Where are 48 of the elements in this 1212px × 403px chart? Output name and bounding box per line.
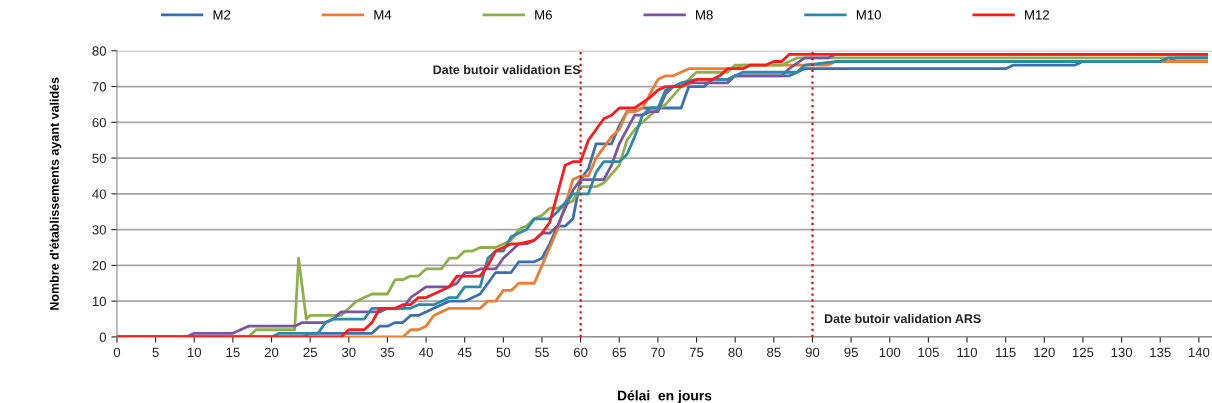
x-tick-label: 0 — [113, 347, 121, 358]
x-tick-label: 90 — [805, 347, 820, 358]
ref-line-label: Date butoir validation ARS — [824, 313, 981, 324]
y-tick-label: 30 — [92, 225, 107, 235]
x-tick-label: 130 — [1111, 347, 1133, 358]
legend-label: M10 — [856, 10, 881, 20]
x-tick-label: 40 — [419, 347, 433, 358]
y-tick-label: 70 — [92, 82, 107, 92]
x-tick-label: 60 — [573, 347, 588, 358]
x-tick-label: 50 — [496, 347, 511, 358]
x-tick-label: 10 — [187, 347, 202, 358]
x-tick-label: 105 — [918, 347, 939, 358]
x-tick-label: 80 — [728, 347, 743, 358]
y-tick-label: 40 — [92, 189, 107, 199]
x-tick-label: 110 — [957, 347, 978, 358]
x-tick-label: 35 — [380, 347, 395, 358]
x-tick-label: 120 — [1034, 347, 1055, 358]
x-tick-label: 5 — [152, 347, 159, 358]
x-tick-label: 95 — [844, 347, 858, 358]
x-tick-label: 75 — [689, 347, 704, 358]
x-tick-label: 135 — [1150, 347, 1171, 358]
y-tick-label: 60 — [92, 117, 107, 128]
y-axis-title: Nombre d'établissements ayant validés — [49, 77, 62, 310]
x-tick-label: 125 — [1072, 347, 1094, 358]
y-tick-label: 0 — [99, 332, 107, 342]
legend-label: M6 — [535, 10, 552, 20]
y-tick-label: 10 — [92, 296, 107, 307]
x-tick-label: 100 — [879, 347, 901, 358]
x-tick-label: 70 — [651, 347, 665, 358]
x-tick-label: 55 — [535, 347, 549, 358]
x-tick-label: 30 — [341, 347, 356, 358]
y-tick-label: 80 — [92, 46, 107, 56]
x-tick-label: 15 — [226, 347, 240, 358]
y-tick-label: 20 — [92, 260, 107, 271]
x-tick-label: 140 — [1188, 347, 1210, 358]
x-tick-label: 45 — [457, 347, 472, 358]
x-tick-label: 115 — [996, 347, 1016, 358]
legend-label: M2 — [213, 10, 231, 20]
x-tick-label: 20 — [264, 347, 279, 358]
x-tick-label: 25 — [303, 347, 317, 358]
x-axis-title: Délai en jours — [617, 390, 712, 403]
x-tick-label: 65 — [612, 347, 627, 358]
legend-label: M12 — [1025, 10, 1049, 20]
ref-line-label: Date butoir validation ES — [433, 64, 581, 75]
legend-label: M4 — [374, 10, 392, 20]
y-tick-label: 50 — [92, 153, 107, 163]
legend-label: M8 — [696, 10, 713, 20]
x-tick-label: 85 — [767, 347, 781, 358]
